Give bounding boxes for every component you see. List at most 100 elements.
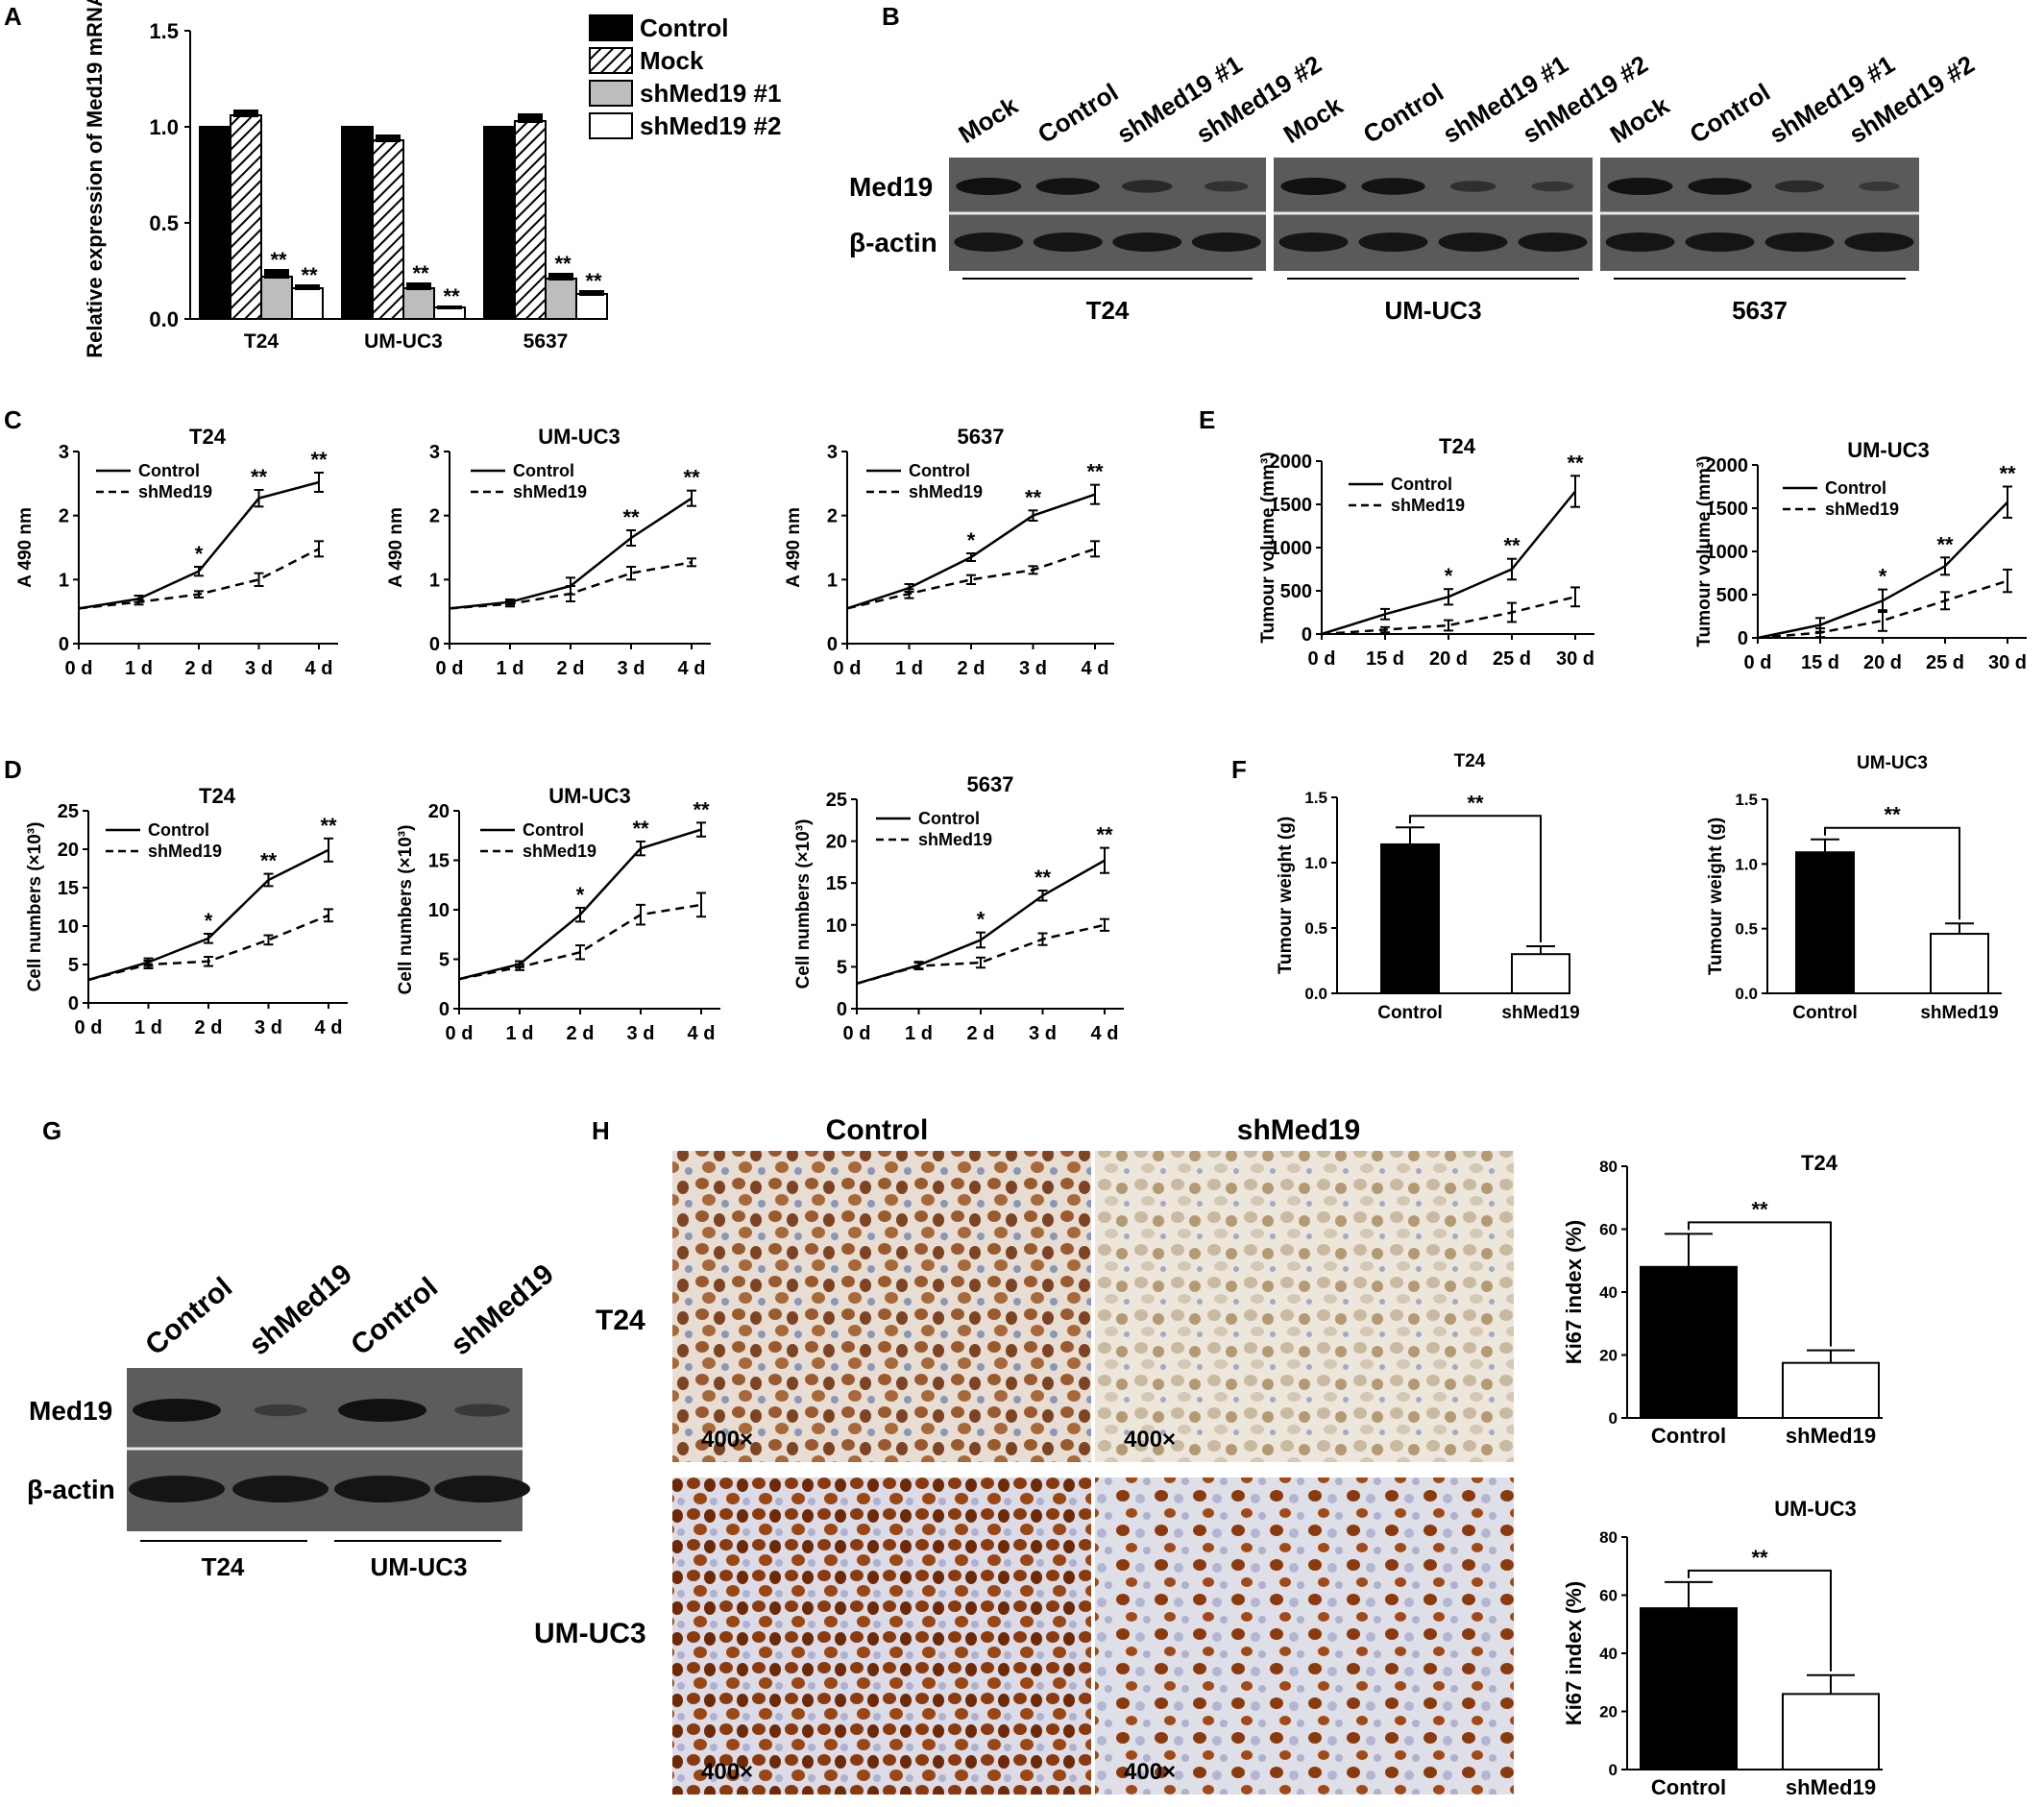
y-tick-label: 0 xyxy=(827,634,838,655)
significance-mark: ** xyxy=(1025,485,1042,509)
x-tick-label: shMed19 xyxy=(1786,1775,1876,1799)
band-med19 xyxy=(1280,178,1347,195)
y-axis-label: Relative expression of Med19 mRNA xyxy=(83,0,107,358)
magnification-label: 400× xyxy=(1124,1427,1176,1453)
y-tick-label: 5 xyxy=(837,957,847,978)
bar-gray xyxy=(545,278,577,320)
error-bar xyxy=(579,290,604,296)
significance-mark: ** xyxy=(683,466,700,490)
legend-label: Control xyxy=(138,461,200,480)
x-tick-label: Control xyxy=(1792,1003,1858,1023)
lane-label: shMed19 xyxy=(445,1258,560,1362)
x-tick-label: shMed19 xyxy=(1920,1003,1998,1023)
legend-label: shMed19 xyxy=(909,482,983,501)
panel-label-g: G xyxy=(42,1116,61,1145)
significance-mark: ** xyxy=(585,269,602,293)
significance-mark: ** xyxy=(251,465,268,489)
legend-label: shMed19 xyxy=(513,482,587,501)
ihc-col-control: Control xyxy=(826,1114,929,1146)
panel-label-d: D xyxy=(4,755,22,784)
chart-c2: 0 1 2 3 0 d 1 d 2 d 3 d 4 d UM-UC3 A 490 nm ** ** Con… xyxy=(386,425,711,679)
y-tick-label: 0 xyxy=(1609,1761,1618,1779)
y-tick-label: 60 xyxy=(1599,1221,1618,1239)
error-bar xyxy=(264,269,289,279)
band-med19 xyxy=(338,1399,426,1422)
y-tick-label: 2 xyxy=(827,506,838,527)
significance-mark: * xyxy=(977,908,986,932)
x-tick-label: 30 d xyxy=(1556,648,1594,670)
band-beta-actin xyxy=(1685,232,1755,252)
magnification-label: 400× xyxy=(701,1427,753,1453)
x-tick-label: shMed19 xyxy=(1786,1424,1876,1448)
band-med19 xyxy=(1121,180,1173,193)
band-med19 xyxy=(956,178,1022,195)
error-bar xyxy=(376,134,401,142)
y-tick-label: 60 xyxy=(1599,1587,1618,1605)
significance-mark: ** xyxy=(1751,1546,1768,1570)
ihc-image-t24-shmed19: 400× xyxy=(1095,1151,1514,1462)
x-tick-label: 4 d xyxy=(1082,658,1109,679)
chart-d3: 0 5 10 15 20 25 0 d 1 d 2 d 3 d 4 d 5637 Cell number… xyxy=(793,772,1124,1044)
significance-mark: ** xyxy=(301,263,318,287)
x-tick-label: 4 d xyxy=(688,1023,716,1044)
significance-mark: * xyxy=(1445,564,1453,588)
x-tick-label: 0 d xyxy=(834,658,862,679)
group-label: UM-UC3 xyxy=(370,1552,467,1581)
y-tick-label: 500 xyxy=(1280,581,1312,602)
y-tick-label: 0 xyxy=(59,634,69,655)
group-label: 5637 xyxy=(1732,296,1788,325)
bar-white xyxy=(575,293,608,320)
lane-label: Control xyxy=(345,1272,444,1362)
significance-mark: ** xyxy=(1884,803,1901,827)
y-tick-label: 2000 xyxy=(1270,452,1313,473)
significance-mark: * xyxy=(967,528,976,552)
x-tick-label: 0 d xyxy=(436,658,464,679)
chart-title: UM-UC3 xyxy=(548,784,631,808)
y-tick-label: 15 xyxy=(58,878,79,899)
band-med19 xyxy=(1449,181,1496,192)
bar-hatch xyxy=(514,120,547,320)
chart-title: UM-UC3 xyxy=(1847,438,1930,462)
error-bar xyxy=(295,284,320,290)
y-axis-label: Tumour volume (mm³) xyxy=(1694,455,1715,647)
y-tick-label: 15 xyxy=(428,851,450,872)
y-tick-label: 25 xyxy=(826,790,847,811)
blot-row-label: β-actin xyxy=(27,1475,115,1504)
panel-label-a: A xyxy=(4,2,22,31)
y-tick-label: 20 xyxy=(1599,1347,1618,1365)
significance-mark: ** xyxy=(320,814,337,838)
significance-mark: ** xyxy=(693,797,710,821)
bar-shmed19 xyxy=(1511,953,1570,995)
chart-title: UM-UC3 xyxy=(1774,1497,1857,1521)
y-tick-label: 80 xyxy=(1599,1158,1618,1176)
y-axis-label: Tumour weight (g) xyxy=(1706,818,1726,975)
y-tick-label: 1.0 xyxy=(1735,855,1758,873)
y-axis-label: Tumour volume (mm³) xyxy=(1258,452,1278,643)
bar-control xyxy=(1380,842,1440,995)
lane-label: Mock xyxy=(1605,90,1675,149)
y-axis-label: A 490 nm xyxy=(784,507,804,588)
panel-label-b: B xyxy=(882,2,900,31)
x-tick-label: 20 d xyxy=(1863,652,1902,673)
chart-title: 5637 xyxy=(967,772,1014,796)
band-beta-actin xyxy=(1278,232,1349,252)
legend-label: shMed19 #1 xyxy=(640,79,781,108)
x-tick-label: 1 d xyxy=(905,1023,933,1044)
ihc-image-t24-control: 400× xyxy=(672,1151,1091,1462)
group-label: UM-UC3 xyxy=(1384,296,1481,325)
band-beta-actin xyxy=(1358,232,1428,252)
y-axis-label: A 490 nm xyxy=(15,507,36,588)
y-tick-label: 1 xyxy=(429,570,440,591)
y-tick-label: 5 xyxy=(68,955,79,976)
x-tick-label: 25 d xyxy=(1926,652,1964,673)
significance-mark: ** xyxy=(443,284,460,308)
y-tick-label: 20 xyxy=(428,801,450,822)
x-tick-label: T24 xyxy=(244,330,280,353)
legend-label: shMed19 xyxy=(148,842,222,861)
chart-title: UM-UC3 xyxy=(538,425,620,449)
legend-swatch xyxy=(589,47,633,74)
error-bar xyxy=(233,110,258,117)
error-bar xyxy=(437,305,462,309)
